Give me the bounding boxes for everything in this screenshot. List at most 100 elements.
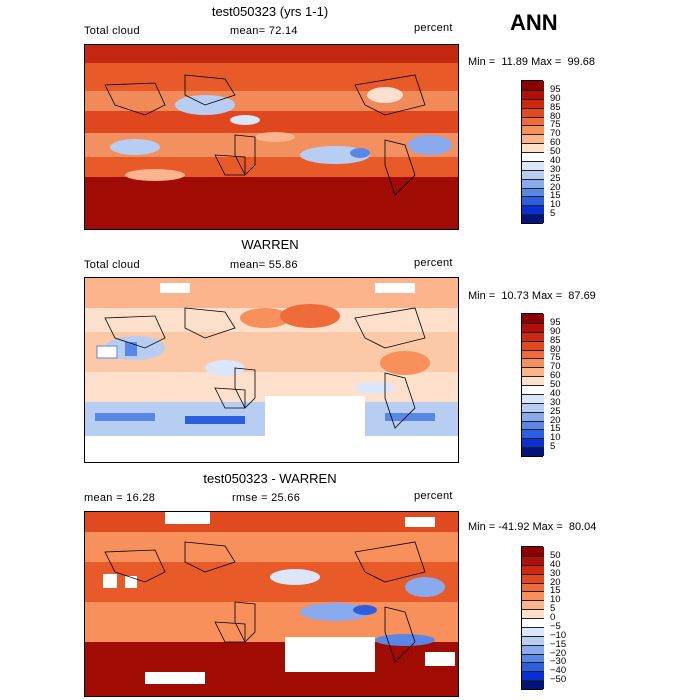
colorbar-cell <box>522 349 544 359</box>
panel-2-title: WARREN <box>241 237 299 252</box>
colorbar-label: 50 <box>550 146 561 157</box>
colorbar-label: 75 <box>550 119 561 131</box>
colorbar-cell <box>522 671 544 681</box>
panel-2-left-label: Total cloud <box>84 259 140 271</box>
colorbar-label: 25 <box>550 405 561 417</box>
colorbar-cell <box>522 555 544 565</box>
colorbar-cell <box>522 564 544 574</box>
colorbar-label: −20 <box>550 647 567 659</box>
colorbar-cell <box>522 438 544 448</box>
colorbar-cell <box>522 89 544 99</box>
colorbar-label: −10 <box>550 629 567 641</box>
colorbar-label: 5 <box>550 441 556 453</box>
colorbar-label: 80 <box>550 343 561 355</box>
colorbar-label: 25 <box>550 172 561 184</box>
panel-3-mean-label: mean = 16.28 <box>84 492 156 504</box>
colorbar-label: 60 <box>550 137 561 149</box>
panel-1-units-label: percent <box>414 22 453 34</box>
colorbar-cell <box>522 160 544 170</box>
colorbar-label: −40 <box>550 665 567 677</box>
colorbar-label: −5 <box>550 620 561 632</box>
colorbar-cell <box>522 600 544 610</box>
colorbar-label: 75 <box>550 352 561 364</box>
colorbar-cell <box>522 591 544 601</box>
colorbar-cell <box>522 143 544 152</box>
panel-3-colorbar: 50 40 30 20 15 10 5 0 −5 −10 −15 −20 −30 −40 −50 <box>521 546 566 690</box>
colorbar-label: 80 <box>550 110 561 122</box>
colorbar-label: 5 <box>550 603 556 615</box>
colorbar-label: 20 <box>550 181 561 193</box>
colorbar-cell <box>522 322 544 332</box>
colorbar-label: 95 <box>550 316 561 328</box>
colorbar-label: 30 <box>550 396 561 408</box>
colorbar-label: 20 <box>550 414 561 426</box>
colorbar-cell <box>522 125 544 135</box>
panel-3-rmse-label: rmse = 25.66 <box>232 492 301 504</box>
colorbar-label: 0 <box>550 612 556 623</box>
colorbar-label: 90 <box>550 325 561 337</box>
colorbar-label: 20 <box>550 576 561 588</box>
colorbar-label: 10 <box>550 199 561 211</box>
colorbar-cell <box>522 402 544 412</box>
colorbar-cell <box>522 680 544 689</box>
season-label: ANN <box>510 10 558 35</box>
panel-2-map-svg <box>85 278 458 462</box>
colorbar-label: 10 <box>550 432 561 444</box>
colorbar-label: −50 <box>550 674 567 686</box>
panel-1-mean-label: mean= 72.14 <box>230 25 298 37</box>
colorbar-cell <box>522 314 544 323</box>
panel-3-units-label: percent <box>414 490 453 502</box>
colorbar-cell <box>522 618 544 627</box>
colorbar-label: 40 <box>550 558 561 570</box>
colorbar-cell <box>522 662 544 672</box>
panel-2-units-label: percent <box>414 257 453 269</box>
colorbar-cell <box>522 340 544 350</box>
colorbar-cell <box>522 116 544 126</box>
colorbar-cell <box>522 152 544 161</box>
colorbar-cell <box>522 573 544 583</box>
panel-2-minmax: Min = 10.73 Max = 87.69 <box>468 290 596 302</box>
colorbar-label: −15 <box>550 638 567 650</box>
colorbar-label: 85 <box>550 101 561 113</box>
colorbar-label: 10 <box>550 594 561 606</box>
panel-1-title: test050323 (yrs 1-1) <box>211 4 329 19</box>
colorbar-cell <box>522 98 544 108</box>
panel-3-map <box>84 511 459 697</box>
panel-2-mean-label: mean= 55.86 <box>230 259 298 271</box>
colorbar-cell <box>522 385 544 394</box>
colorbar-cell <box>522 367 544 377</box>
colorbar-cell <box>522 169 544 179</box>
panel-1-map <box>84 44 459 230</box>
colorbar-label: −30 <box>550 656 567 668</box>
colorbar-cell <box>522 81 544 90</box>
colorbar-cell <box>522 411 544 421</box>
colorbar-cell <box>522 214 544 223</box>
colorbar-cell <box>522 626 544 636</box>
colorbar-label: 15 <box>550 423 561 435</box>
colorbar-cell <box>522 358 544 368</box>
panel-2-map <box>84 277 459 463</box>
colorbar-label: 40 <box>550 387 561 399</box>
colorbar-cell <box>522 644 544 654</box>
colorbar-label: 40 <box>550 154 561 166</box>
colorbar-cell <box>522 187 544 197</box>
colorbar-label: 70 <box>550 361 561 373</box>
colorbar-label: 95 <box>550 83 561 95</box>
panel-2-colorbar: 95 90 85 80 75 70 60 50 40 30 25 20 15 10 5 <box>521 313 561 457</box>
colorbar-cell <box>522 609 544 618</box>
colorbar-cell <box>522 393 544 403</box>
colorbar-label: 30 <box>550 163 561 175</box>
colorbar-label: 5 <box>550 208 556 220</box>
colorbar-cell <box>522 196 544 206</box>
colorbar-cell <box>522 447 544 456</box>
colorbar-label: 15 <box>550 190 561 202</box>
colorbar-label: 85 <box>550 334 561 346</box>
panel-1-minmax: Min = 11.89 Max = 99.68 <box>468 56 595 68</box>
colorbar-label: 90 <box>550 92 561 104</box>
colorbar-label: 50 <box>550 549 561 561</box>
colorbar-label: 50 <box>550 379 561 390</box>
colorbar-cell <box>522 134 544 144</box>
colorbar-cell <box>522 429 544 439</box>
colorbar-cell <box>522 635 544 645</box>
panel-1-map-svg <box>85 45 458 229</box>
